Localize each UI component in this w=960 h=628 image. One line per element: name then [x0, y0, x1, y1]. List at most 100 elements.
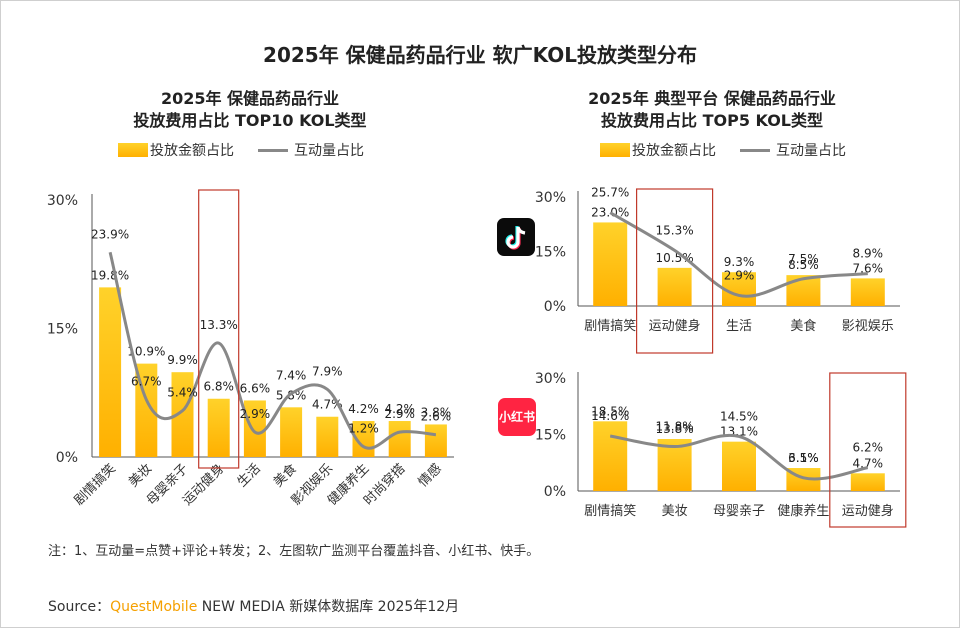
bar-data-label: 4.7%	[853, 456, 884, 470]
line-data-label: 8.9%	[853, 247, 884, 261]
y-tick-label: 15%	[535, 428, 566, 444]
y-tick-label: 15%	[47, 322, 78, 338]
right-subtitle-line1: 2025年 典型平台 保健品药品行业	[588, 89, 836, 108]
line-data-label: 6.2%	[853, 441, 884, 455]
line-data-label: 6.7%	[131, 375, 162, 389]
line-data-label: 3.5%	[788, 451, 819, 465]
left-chart-subtitle: 2025年 保健品药品行业 投放费用占比 TOP10 KOL类型	[100, 88, 400, 132]
bar	[207, 398, 230, 457]
category-label: 影视娱乐	[842, 319, 894, 334]
bar-data-label: 6.6%	[240, 381, 271, 395]
y-tick-label: 30%	[535, 190, 566, 206]
left-subtitle-line1: 2025年 保健品药品行业	[160, 89, 340, 108]
bar	[243, 400, 266, 457]
douyin-app-icon	[497, 218, 535, 256]
category-label: 剧情搞笑	[584, 318, 636, 334]
xiaohongshu-logo-text: 小红书	[498, 410, 535, 424]
y-tick-label: 30%	[535, 371, 566, 387]
highlight-box	[829, 372, 907, 528]
line-data-label: 7.9%	[312, 364, 343, 378]
category-label: 母婴亲子	[713, 504, 765, 519]
bar	[316, 416, 339, 457]
left-subtitle-line2: 投放费用占比 TOP10 KOL类型	[133, 111, 367, 130]
y-tick-label: 0%	[544, 484, 566, 500]
line-data-label: 13.3%	[200, 318, 238, 332]
bar-data-label: 18.5%	[591, 404, 629, 418]
source-line: Source：QuestMobile NEW MEDIA 新媒体数据库 2025…	[48, 596, 459, 616]
legend-line-swatch	[740, 148, 770, 152]
category-label: 美妆	[126, 461, 155, 490]
bar	[593, 222, 628, 306]
bar-data-label: 13.8%	[656, 422, 694, 436]
line-data-label: 2.6%	[421, 410, 452, 424]
line-data-label: 15.3%	[656, 223, 694, 237]
bar-data-label: 9.3%	[724, 255, 755, 269]
category-label: 剧情搞笑	[584, 503, 636, 519]
bar-data-label: 19.8%	[91, 268, 129, 282]
legend-line-label: 互动量占比	[294, 143, 364, 159]
bar-data-label: 23.0%	[591, 205, 629, 219]
category-label: 健康养生	[777, 503, 829, 519]
highlight-box	[198, 189, 240, 469]
category-label: 运动健身	[842, 503, 894, 519]
bar	[593, 421, 628, 491]
y-tick-label: 15%	[535, 245, 566, 261]
bar	[99, 287, 122, 457]
bar	[850, 473, 885, 491]
main-title: 2025年 保健品药品行业 软广KOL投放类型分布	[263, 43, 697, 67]
category-label: 美妆	[662, 504, 688, 519]
line-data-label: 23.9%	[91, 227, 129, 241]
bar	[171, 372, 194, 457]
bar	[850, 278, 885, 306]
right-subtitle-line2: 投放费用占比 TOP5 KOL类型	[601, 111, 823, 130]
douyin-note-icon	[505, 226, 526, 250]
category-label: 美食	[270, 461, 300, 491]
category-label: 运动健身	[649, 318, 701, 334]
bar-data-label: 4.2%	[348, 402, 379, 416]
y-tick-label: 0%	[544, 299, 566, 315]
bar-data-label: 8.5%	[788, 258, 819, 272]
highlight-box	[635, 188, 714, 354]
bar	[280, 407, 303, 457]
line-data-label: 2.9%	[384, 407, 415, 421]
line-data-label: 25.7%	[591, 186, 629, 200]
line-data-label: 14.6%	[591, 409, 629, 423]
source-rest: NEW MEDIA 新媒体数据库 2025年12月	[197, 599, 460, 615]
bar	[657, 267, 692, 306]
bar-data-label: 10.5%	[656, 251, 694, 265]
bar-data-label: 7.6%	[853, 261, 884, 275]
source-brand: QuestMobile	[110, 599, 198, 615]
bar-data-label: 6.1%	[788, 451, 819, 465]
right-chart-subtitle: 2025年 典型平台 保健品药品行业 投放费用占比 TOP5 KOL类型	[562, 88, 862, 132]
line-data-label: 7.5%	[788, 252, 819, 266]
bar	[722, 272, 756, 306]
legend-bar-swatch	[118, 143, 148, 157]
bar-data-label: 3.8%	[421, 405, 452, 419]
xiaohongshu-app-icon: 小红书	[498, 398, 536, 436]
legend-bar-label: 投放金额占比	[150, 143, 234, 159]
legend-bar-swatch	[600, 143, 630, 157]
line-data-label: 5.4%	[167, 386, 198, 400]
footnote: 注：1、互动量=点赞+评论+转发；2、左图软广监测平台覆盖抖音、小红书、快手。	[48, 544, 540, 559]
bar-data-label: 10.9%	[127, 345, 165, 359]
bar-data-label: 9.9%	[167, 353, 198, 367]
line-data-label: 1.2%	[348, 422, 379, 436]
y-tick-label: 0%	[56, 450, 78, 466]
line-data-label: 2.9%	[240, 407, 271, 421]
legend-line-label: 互动量占比	[776, 143, 846, 159]
line-data-label: 14.5%	[720, 409, 758, 423]
line-data-label: 11.8%	[656, 420, 694, 434]
bar	[424, 424, 447, 457]
source-prefix: Source：	[48, 599, 111, 615]
category-label: 生活	[726, 319, 752, 334]
legend-bar-label: 投放金额占比	[632, 143, 716, 159]
y-tick-label: 30%	[47, 193, 78, 209]
bar	[722, 441, 756, 491]
category-label: 情感	[415, 461, 445, 491]
legend-line-swatch	[258, 148, 288, 152]
left-legend: 投放金额占比 互动量占比	[118, 140, 364, 160]
category-label: 美食	[790, 318, 816, 334]
line-data-label: 7.4%	[276, 369, 307, 383]
category-label: 剧情搞笑	[71, 461, 119, 509]
